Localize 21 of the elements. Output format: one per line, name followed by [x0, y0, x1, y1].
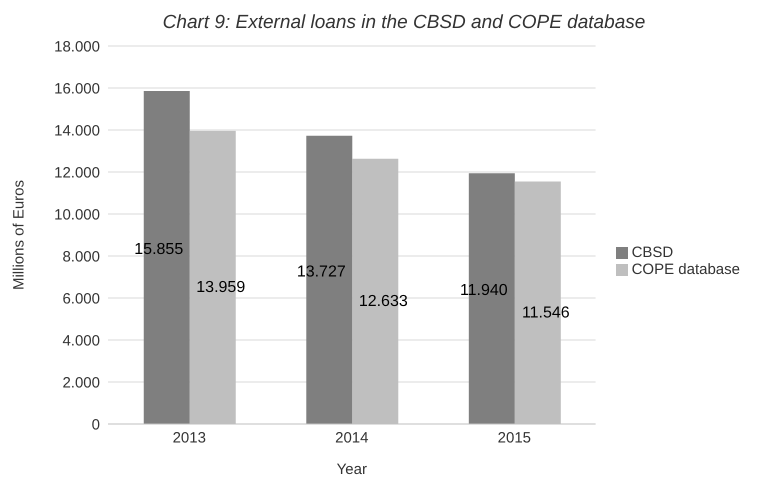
y-tick-label: 12.000 [54, 164, 100, 182]
y-tick-label: 14.000 [54, 122, 100, 140]
y-tick-label: 0 [92, 416, 100, 434]
legend-label: CBSD [632, 244, 674, 261]
y-tick-label: 18.000 [54, 38, 100, 56]
legend-label: COPE database [632, 261, 740, 278]
y-tick-label: 6.000 [62, 290, 100, 308]
x-tick-label: 2014 [335, 430, 368, 447]
y-tick-label: 4.000 [62, 332, 100, 350]
x-tick-label: 2015 [498, 430, 532, 447]
data-label: 11.546 [522, 304, 570, 322]
y-tick-label: 2.000 [62, 374, 100, 392]
y-axis-title: Millions of Euros [10, 180, 28, 290]
y-tick-label: 8.000 [62, 248, 100, 266]
x-axis-title: Year [336, 461, 367, 478]
chart-title: Chart 9: External loans in the CBSD and COPE database [162, 11, 646, 35]
x-tick-label: 2013 [172, 430, 206, 447]
y-tick-label: 10.000 [54, 206, 100, 224]
y-tick-label: 16.000 [54, 80, 100, 98]
data-label: 12.633 [358, 292, 408, 310]
data-label: 13.959 [196, 278, 246, 296]
